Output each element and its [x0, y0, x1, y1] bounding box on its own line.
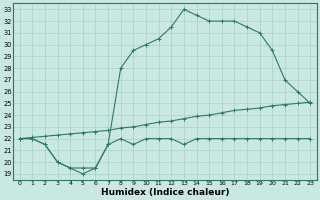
X-axis label: Humidex (Indice chaleur): Humidex (Indice chaleur)	[101, 188, 229, 197]
